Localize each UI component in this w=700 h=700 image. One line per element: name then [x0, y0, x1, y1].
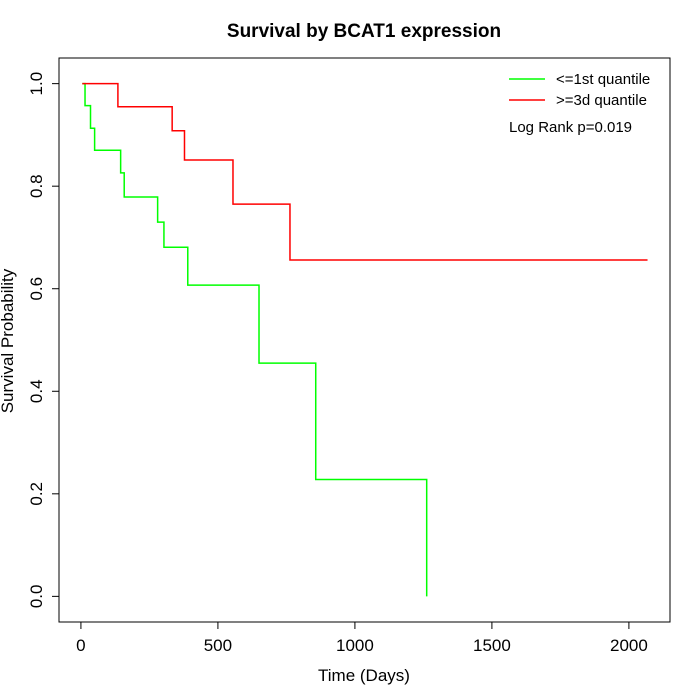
survival-curve-high: [82, 82, 648, 261]
survival-curve-low: [82, 82, 428, 597]
x-tick-label: 1500: [473, 636, 511, 655]
legend-label-high: >=3d quantile: [556, 92, 647, 109]
x-axis-label: Time (Days): [318, 666, 410, 685]
legend: <=1st quantile >=3d quantile Log Rank p=…: [509, 71, 650, 136]
x-tick-label: 0: [76, 636, 85, 655]
y-tick-label: 0.4: [27, 379, 46, 403]
legend-label-low: <=1st quantile: [556, 71, 650, 88]
y-tick-label: 1.0: [27, 72, 46, 96]
x-tick-label: 2000: [610, 636, 648, 655]
series-layer: [82, 82, 648, 597]
y-tick-label: 0.6: [27, 277, 46, 301]
x-tick-label: 1000: [336, 636, 374, 655]
y-tick-label: 0.2: [27, 482, 46, 506]
chart-title: Survival by BCAT1 expression: [227, 21, 501, 42]
y-tick-label: 0.0: [27, 585, 46, 609]
y-tick-label: 0.8: [27, 174, 46, 198]
y-axis-label: Survival Probability: [0, 268, 17, 413]
log-rank-annotation: Log Rank p=0.019: [509, 119, 632, 136]
plot-frame: [58, 57, 671, 623]
x-tick-label: 500: [204, 636, 232, 655]
x-axis: 0 500 1000 1500 2000: [76, 622, 648, 655]
y-axis: 0.0 0.2 0.4 0.6 0.8 1.0: [27, 72, 59, 608]
